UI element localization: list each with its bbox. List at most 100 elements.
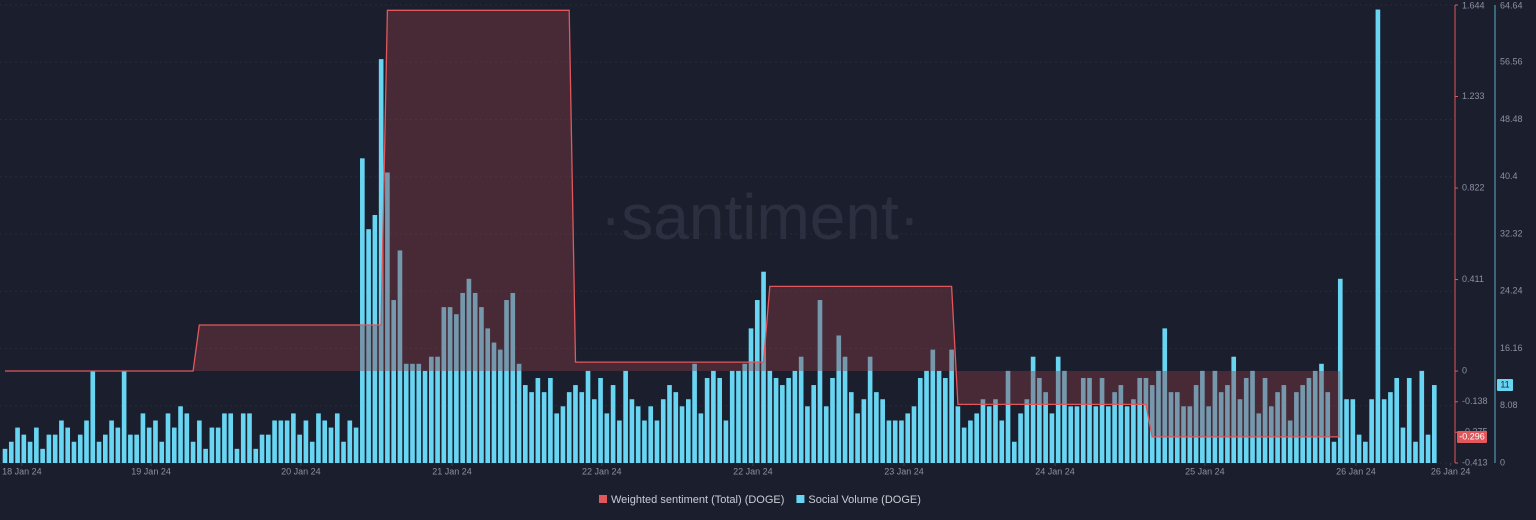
volume-bar [1124, 406, 1130, 463]
volume-bar [673, 392, 679, 463]
volume-bar [1231, 356, 1237, 463]
volume-bar [234, 448, 240, 463]
volume-bar [378, 59, 384, 464]
volume-bar [761, 271, 766, 463]
volume-bar [917, 377, 923, 463]
volume-bar [855, 413, 860, 463]
volume-bar [328, 427, 334, 463]
volume-bar [786, 377, 791, 463]
volume-bar [830, 377, 835, 463]
volume-bar [1018, 413, 1023, 463]
volume-bar [1212, 370, 1218, 463]
y2-tick-label: 40.4 [1500, 171, 1518, 181]
value-badge [1457, 430, 1487, 443]
volume-bar [573, 385, 578, 463]
legend: Weighted sentiment (Total) (DOGE) Social … [599, 494, 921, 506]
volume-bar [529, 392, 534, 463]
volume-bar [34, 427, 39, 463]
volume-bar [416, 363, 422, 463]
volume-bar [623, 370, 628, 463]
volume-bar [1200, 370, 1205, 463]
y2-tick-label: 16.16 [1500, 343, 1523, 353]
x-tick-label: 18 Jan 24 [2, 466, 42, 476]
x-tick-label: 19 Jan 24 [131, 466, 171, 476]
volume-bar [510, 292, 516, 463]
y-tick-label: 1.233 [1462, 91, 1485, 101]
volume-bar [1093, 406, 1099, 463]
volume-bar [372, 215, 378, 463]
volume-bar [1431, 385, 1437, 463]
x-tick-label: 25 Jan 24 [1185, 466, 1225, 476]
volume-bar [905, 413, 911, 463]
volume-bar [385, 172, 390, 463]
volume-bar [686, 399, 691, 463]
volume-bar [259, 434, 265, 463]
volume-bar [410, 363, 415, 463]
volume-bar [1262, 377, 1268, 463]
volume-bar [560, 406, 566, 463]
x-tick-label: 22 Jan 24 [582, 466, 622, 476]
volume-bar [479, 307, 484, 463]
volume-bar [184, 413, 190, 463]
volume-bar [27, 441, 33, 463]
volume-bar [253, 448, 259, 463]
volume-bar [1168, 392, 1174, 463]
volume-bar [1306, 377, 1312, 463]
volume-bar [773, 377, 779, 463]
volume-bar [8, 441, 14, 463]
volume-bar [353, 427, 359, 463]
volume-bar [1287, 420, 1293, 463]
y-tick-label: 1.644 [1462, 0, 1485, 10]
volume-bar [936, 370, 942, 463]
x-tick-label: 26 Jan 24 [1336, 466, 1376, 476]
volume-bar [811, 385, 817, 463]
volume-bar [1043, 392, 1048, 463]
volume-bar [1137, 377, 1142, 463]
volume-bar [780, 385, 785, 463]
volume-bar [736, 370, 741, 463]
y-tick-label: -0.138 [1462, 396, 1488, 406]
legend-label: Weighted sentiment (Total) (DOGE) [611, 494, 784, 506]
volume-bar [679, 406, 685, 463]
volume-bar [1331, 441, 1337, 463]
volume-bar [347, 420, 353, 463]
volume-bar [422, 370, 428, 463]
y-tick-label: 0 [1462, 365, 1467, 375]
volume-bar [397, 250, 403, 463]
volume-bar [1425, 434, 1431, 463]
volume-bar [1350, 399, 1356, 463]
x-tick-label: 22 Jan 24 [733, 466, 773, 476]
value-badge-label: -0.296 [1459, 431, 1485, 441]
volume-bar [792, 370, 798, 463]
volume-bar [986, 406, 992, 463]
volume-bar [1024, 399, 1030, 463]
volume-bar [309, 441, 315, 463]
volume-bar [391, 300, 397, 463]
volume-bar [591, 399, 597, 463]
volume-bar [1187, 406, 1193, 463]
volume-bar [1080, 377, 1086, 463]
volume-bar [892, 420, 898, 463]
volume-bar [1181, 406, 1186, 463]
volume-bar [366, 229, 371, 463]
volume-bar [999, 420, 1005, 463]
volume-bar [1406, 377, 1412, 463]
y2-tick-label: 32.32 [1500, 228, 1523, 238]
volume-bar [21, 434, 27, 463]
volume-bar [911, 406, 917, 463]
volume-bar [943, 377, 948, 463]
volume-bar [454, 314, 459, 463]
volume-bar [924, 370, 929, 463]
volume-bar [823, 406, 829, 463]
volume-bar [1149, 385, 1155, 463]
x-tick-label: 26 Jan 24 [1431, 466, 1471, 476]
volume-bar [171, 427, 177, 463]
volume-bar [1049, 413, 1055, 463]
volume-bar [1281, 385, 1287, 463]
volume-bar [303, 420, 309, 463]
volume-bar [566, 392, 572, 463]
volume-bar [1243, 377, 1249, 463]
volume-bar [115, 427, 121, 463]
volume-bar [341, 441, 346, 463]
